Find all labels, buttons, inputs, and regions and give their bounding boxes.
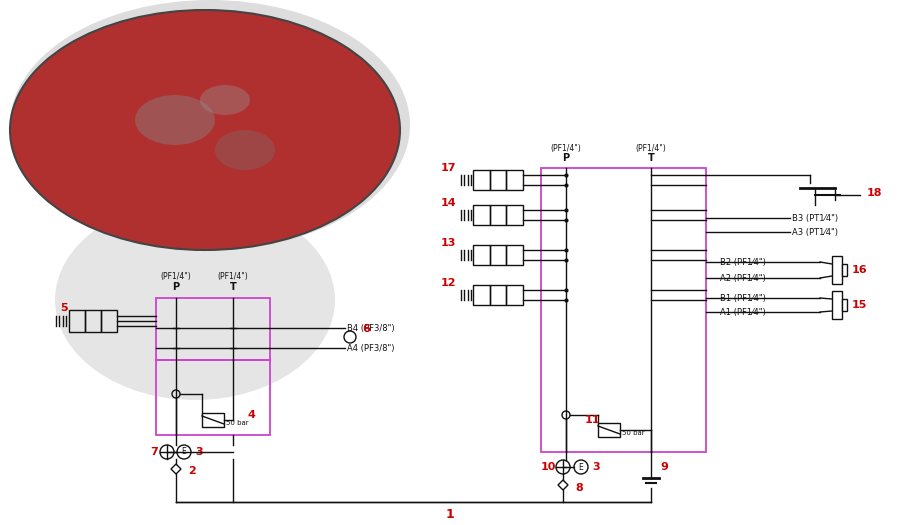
Bar	[490, 245, 507, 265]
Bar	[85, 310, 101, 332]
Text: 50 bar: 50 bar	[226, 420, 248, 426]
Bar	[507, 170, 523, 190]
Text: 2: 2	[188, 466, 196, 476]
Bar	[156, 298, 270, 360]
Text: (PF1/4"): (PF1/4")	[551, 143, 582, 152]
Text: 11: 11	[585, 415, 601, 425]
Text: 9: 9	[660, 462, 668, 472]
Bar	[598, 423, 620, 437]
Text: A1 (PF1⁄4"): A1 (PF1⁄4")	[720, 308, 766, 317]
Bar	[507, 205, 523, 225]
Text: B1 (PF1⁄4"): B1 (PF1⁄4")	[720, 293, 766, 302]
Bar	[832, 291, 842, 319]
Text: 18: 18	[867, 188, 882, 198]
Bar	[490, 170, 507, 190]
Ellipse shape	[215, 130, 275, 170]
Bar	[541, 168, 706, 452]
Text: P: P	[562, 153, 570, 163]
Text: A4 (PF3/8"): A4 (PF3/8")	[347, 343, 395, 352]
Text: (PF1/4"): (PF1/4")	[218, 272, 248, 281]
Text: 16: 16	[852, 265, 867, 275]
Text: P: P	[172, 282, 180, 292]
Text: 5: 5	[60, 303, 68, 313]
Text: 3: 3	[195, 447, 202, 457]
Text: B3 (PT1⁄4"): B3 (PT1⁄4")	[792, 214, 838, 223]
Text: 50 bar: 50 bar	[622, 430, 645, 436]
Text: (PF1/4"): (PF1/4")	[160, 272, 191, 281]
Bar	[490, 285, 507, 305]
Ellipse shape	[55, 200, 335, 400]
Text: T: T	[648, 153, 654, 163]
Text: 8: 8	[575, 483, 583, 493]
Bar	[156, 360, 270, 435]
Text: A3 (PT1⁄4"): A3 (PT1⁄4")	[792, 227, 838, 236]
Text: 14: 14	[441, 198, 456, 208]
Bar	[202, 413, 224, 427]
Bar	[473, 285, 490, 305]
Text: 13: 13	[441, 238, 456, 248]
Text: 3: 3	[592, 462, 600, 472]
Bar	[69, 310, 85, 332]
Text: E: E	[181, 447, 186, 457]
Bar	[490, 205, 507, 225]
Text: A2 (PF1⁄4"): A2 (PF1⁄4")	[720, 274, 766, 282]
Ellipse shape	[10, 0, 410, 250]
Bar	[832, 256, 842, 284]
Text: E: E	[579, 463, 583, 471]
Ellipse shape	[135, 95, 215, 145]
Bar	[473, 170, 490, 190]
Ellipse shape	[10, 10, 400, 250]
Ellipse shape	[200, 85, 250, 115]
Text: 7: 7	[150, 447, 158, 457]
Text: 6: 6	[362, 324, 370, 334]
Text: 10: 10	[541, 462, 556, 472]
Bar	[473, 245, 490, 265]
Bar	[842, 264, 847, 276]
Bar	[507, 245, 523, 265]
Text: 12: 12	[441, 278, 456, 288]
Text: 17: 17	[441, 163, 456, 173]
Text: T: T	[230, 282, 236, 292]
Text: (PF1/4"): (PF1/4")	[636, 143, 666, 152]
Bar	[101, 310, 117, 332]
Text: 1: 1	[445, 509, 454, 521]
Text: 15: 15	[852, 300, 867, 310]
Bar	[473, 205, 490, 225]
Text: B2 (PF1⁄4"): B2 (PF1⁄4")	[720, 257, 766, 267]
Bar	[842, 299, 847, 311]
Text: 4: 4	[248, 410, 256, 420]
Text: B4 (PF3/8"): B4 (PF3/8")	[347, 323, 395, 332]
Bar	[507, 285, 523, 305]
